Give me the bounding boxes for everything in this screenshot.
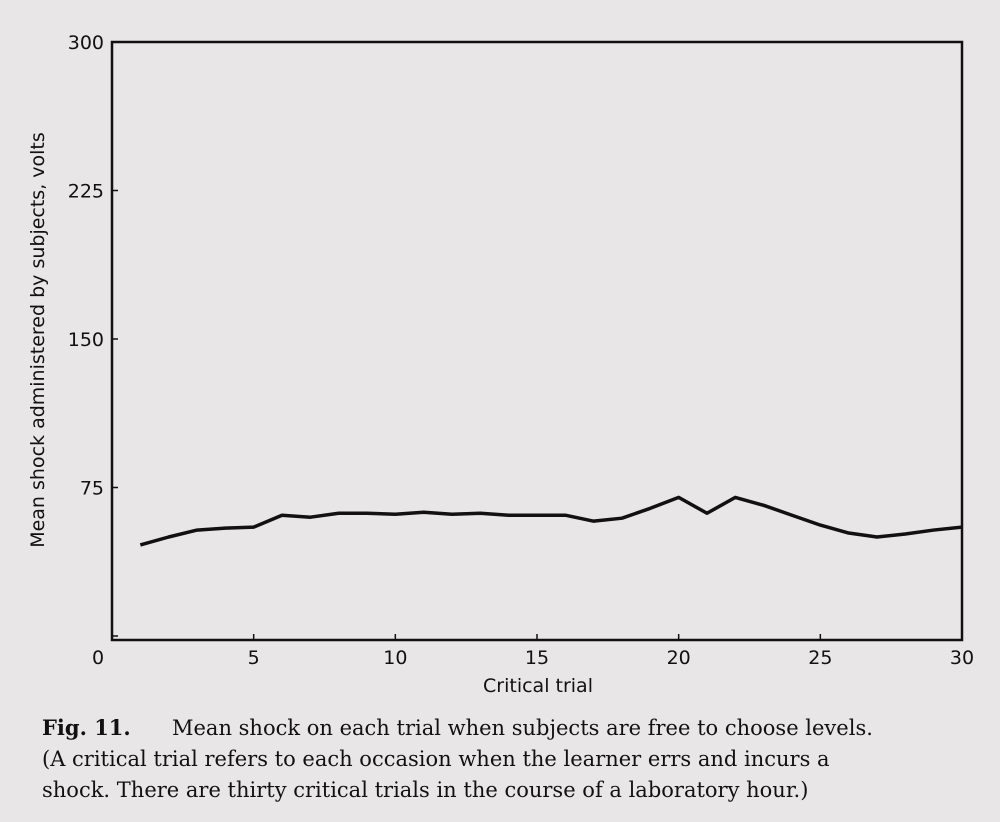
x-tick-label: 20	[667, 647, 691, 669]
caption-line: (A critical trial refers to each occasio…	[42, 747, 830, 771]
data-line	[139, 495, 963, 547]
y-axis-label: Mean shock administered by subjects, vol…	[27, 132, 49, 548]
x-tick-label: 5	[248, 647, 260, 669]
x-axis-label: Critical trial	[483, 675, 593, 697]
x-tick-label: 15	[525, 647, 549, 669]
x-tick-label: 10	[383, 647, 407, 669]
x-tick-label: 0	[92, 647, 104, 669]
caption-label: Fig. 11.	[42, 715, 131, 740]
y-tick-label: 300	[68, 32, 104, 54]
caption-line: shock. There are thirty critical trials …	[42, 778, 808, 802]
y-tick-label: 150	[68, 329, 104, 351]
caption-line: Mean shock on each trial when subjects a…	[172, 716, 873, 740]
x-tick-label: 30	[950, 647, 974, 669]
x-tick-label: 25	[808, 647, 832, 669]
y-tick-label: 225	[68, 181, 104, 203]
y-tick-label: 75	[80, 478, 104, 500]
